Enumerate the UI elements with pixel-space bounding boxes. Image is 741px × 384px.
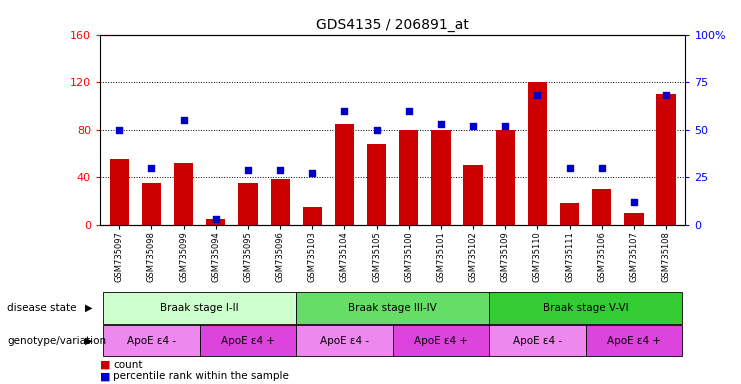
Bar	[239, 183, 258, 225]
Bar	[103, 325, 200, 356]
Point	[564, 165, 576, 171]
Bar	[206, 219, 225, 225]
Bar	[367, 144, 386, 225]
Text: ▶: ▶	[85, 303, 93, 313]
Bar	[393, 325, 489, 356]
Text: ApoE ε4 +: ApoE ε4 +	[607, 336, 661, 346]
Point	[242, 166, 254, 172]
Text: ApoE ε4 +: ApoE ε4 +	[221, 336, 275, 346]
Text: count: count	[113, 360, 143, 370]
Point	[435, 121, 447, 127]
Bar	[528, 82, 547, 225]
Bar	[585, 325, 682, 356]
Point	[628, 199, 640, 205]
Point	[178, 117, 190, 123]
Bar	[200, 325, 296, 356]
Bar	[302, 207, 322, 225]
Bar	[592, 189, 611, 225]
Bar	[657, 94, 676, 225]
Text: Braak stage V-VI: Braak stage V-VI	[543, 303, 628, 313]
Bar	[399, 130, 419, 225]
Point	[145, 165, 157, 171]
Bar	[174, 163, 193, 225]
Point	[370, 127, 382, 133]
Point	[306, 170, 318, 176]
Bar	[270, 179, 290, 225]
Text: Braak stage I-II: Braak stage I-II	[161, 303, 239, 313]
Text: percentile rank within the sample: percentile rank within the sample	[113, 371, 289, 381]
Bar	[335, 124, 354, 225]
Bar	[296, 293, 489, 324]
Text: ■: ■	[100, 360, 114, 370]
Point	[274, 166, 286, 172]
Text: Braak stage III-IV: Braak stage III-IV	[348, 303, 437, 313]
Text: ■: ■	[100, 371, 114, 381]
Bar	[496, 130, 515, 225]
Bar	[431, 130, 451, 225]
Point	[339, 108, 350, 114]
Point	[468, 123, 479, 129]
Point	[499, 123, 511, 129]
Point	[596, 165, 608, 171]
Text: ApoE ε4 -: ApoE ε4 -	[320, 336, 369, 346]
Bar	[489, 325, 585, 356]
Bar	[625, 213, 644, 225]
Bar	[463, 165, 483, 225]
Bar	[296, 325, 393, 356]
Bar	[142, 183, 161, 225]
Text: genotype/variation: genotype/variation	[7, 336, 107, 346]
Text: ApoE ε4 -: ApoE ε4 -	[127, 336, 176, 346]
Title: GDS4135 / 206891_at: GDS4135 / 206891_at	[316, 18, 469, 32]
Bar	[110, 159, 129, 225]
Point	[403, 108, 415, 114]
Text: ▶: ▶	[85, 336, 93, 346]
Point	[531, 92, 543, 98]
Text: ApoE ε4 -: ApoE ε4 -	[513, 336, 562, 346]
Bar	[489, 293, 682, 324]
Text: ApoE ε4 +: ApoE ε4 +	[414, 336, 468, 346]
Point	[113, 127, 125, 133]
Text: disease state: disease state	[7, 303, 77, 313]
Bar	[560, 203, 579, 225]
Point	[660, 92, 672, 98]
Bar	[103, 293, 296, 324]
Point	[210, 216, 222, 222]
